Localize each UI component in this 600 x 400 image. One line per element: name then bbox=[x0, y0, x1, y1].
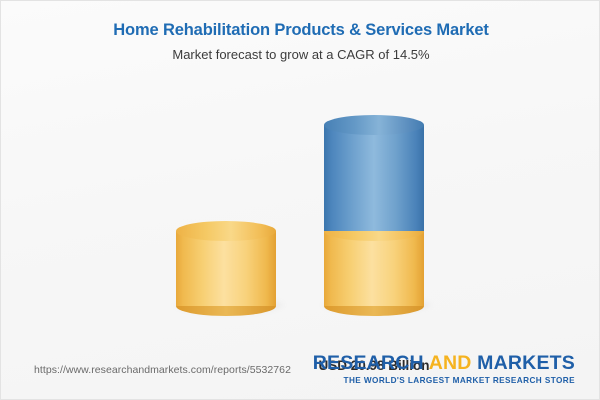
cylinder-segment-base-2032 bbox=[324, 221, 424, 316]
chart-plot-area: USD 8.1 Billion 2025 USD 20.98 Billion bbox=[1, 1, 599, 373]
source-url-link[interactable]: https://www.researchandmarkets.com/repor… bbox=[34, 364, 291, 376]
logo-word-research: RESEARCH bbox=[312, 352, 429, 374]
page-title: Home Rehabilitation Products & Services … bbox=[113, 21, 489, 39]
logo-wordmark: RESEARCH AND MARKETS bbox=[313, 352, 575, 374]
cylinder-top-cap bbox=[176, 221, 276, 241]
cylinder-body bbox=[176, 231, 276, 306]
bar-value-label-2032: USD 20.98 Billion bbox=[318, 358, 430, 373]
cylinder-segment-growth-2032 bbox=[324, 115, 424, 231]
cylinder-segment-base-2025 bbox=[176, 221, 276, 316]
cylinder-top-cap bbox=[324, 115, 424, 135]
chart-subtitle: Market forecast to grow at a CAGR of 14.… bbox=[172, 47, 430, 62]
logo-word-markets: MARKETS bbox=[477, 352, 575, 374]
logo-word-and: AND bbox=[428, 352, 478, 374]
cylinder-body bbox=[324, 231, 424, 306]
chart-header: Home Rehabilitation Products & Services … bbox=[1, 1, 599, 63]
research-and-markets-logo[interactable]: RESEARCH AND MARKETS THE WORLD'S LARGEST… bbox=[313, 352, 575, 386]
cylinder-body bbox=[324, 125, 424, 231]
logo-tagline: THE WORLD'S LARGEST MARKET RESEARCH STOR… bbox=[343, 376, 575, 385]
chart-footer: https://www.researchandmarkets.com/repor… bbox=[1, 344, 599, 399]
